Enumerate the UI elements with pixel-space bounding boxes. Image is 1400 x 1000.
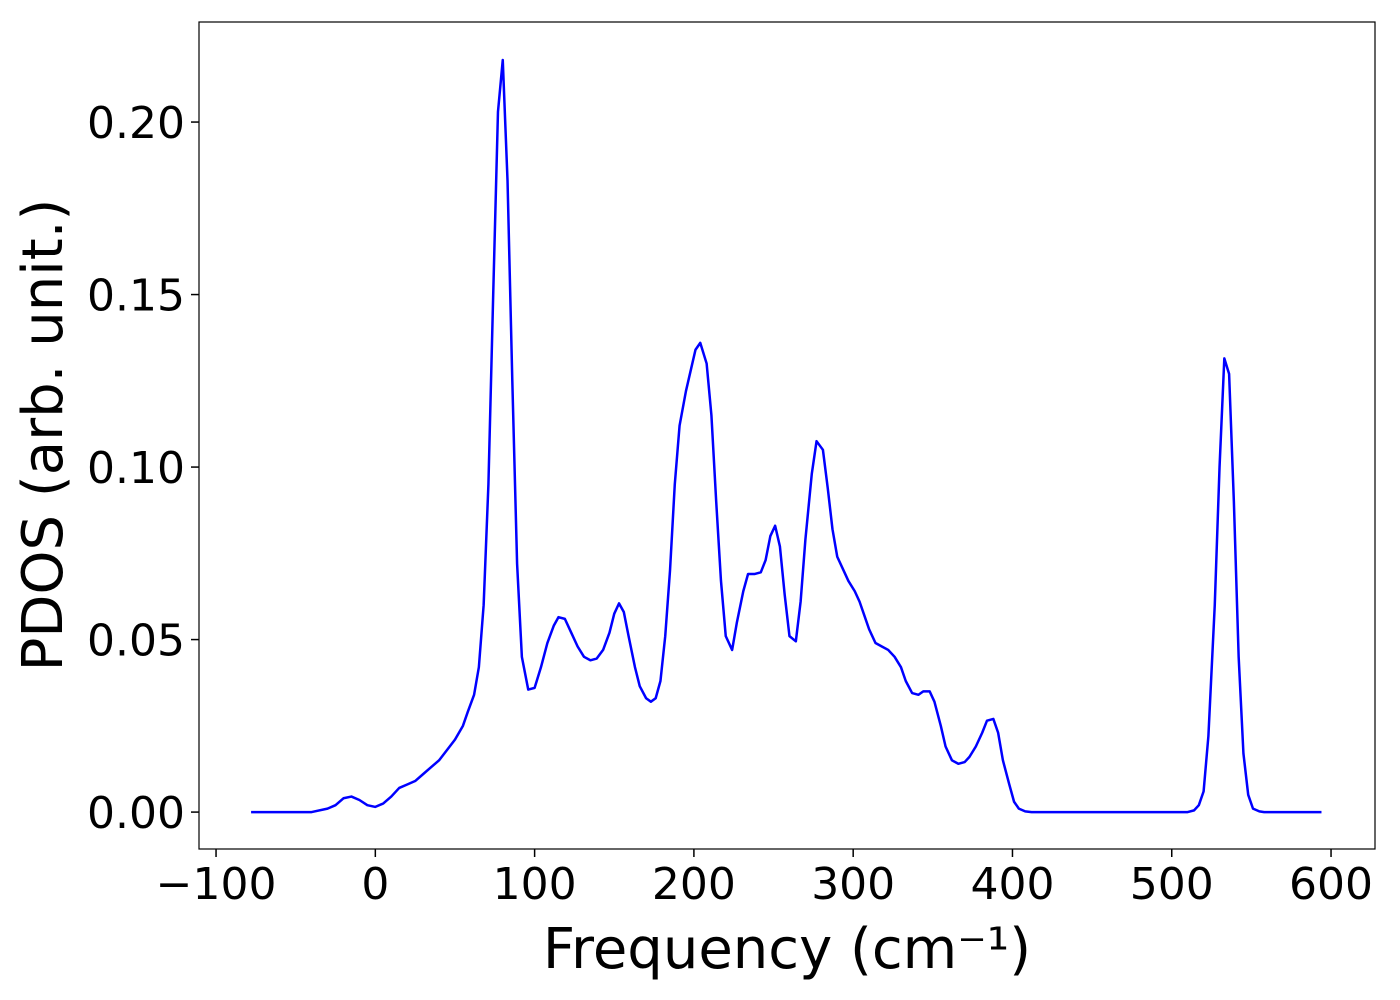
y-tick-label: 0.10 bbox=[87, 443, 185, 494]
data-line bbox=[251, 58, 1322, 814]
x-axis-label: Frequency (cm⁻¹) bbox=[543, 917, 1031, 982]
y-tick-label: 0.20 bbox=[87, 98, 185, 149]
x-tick-label: −100 bbox=[156, 859, 277, 910]
x-tick-label: 100 bbox=[493, 859, 577, 910]
y-tick-label: 0.15 bbox=[87, 271, 185, 322]
x-tick-label: 600 bbox=[1289, 859, 1373, 910]
plot-frame bbox=[198, 21, 1376, 850]
x-tick-label: 0 bbox=[361, 859, 389, 910]
y-tick-label: 0.00 bbox=[87, 788, 185, 839]
x-tick-label: 500 bbox=[1130, 859, 1214, 910]
y-axis-label: PDOS (arb. unit.) bbox=[11, 199, 76, 672]
x-tick-label: 300 bbox=[811, 859, 895, 910]
x-tick-label: 200 bbox=[652, 859, 736, 910]
y-tick-label: 0.05 bbox=[87, 616, 185, 667]
x-tick-label: 400 bbox=[970, 859, 1054, 910]
